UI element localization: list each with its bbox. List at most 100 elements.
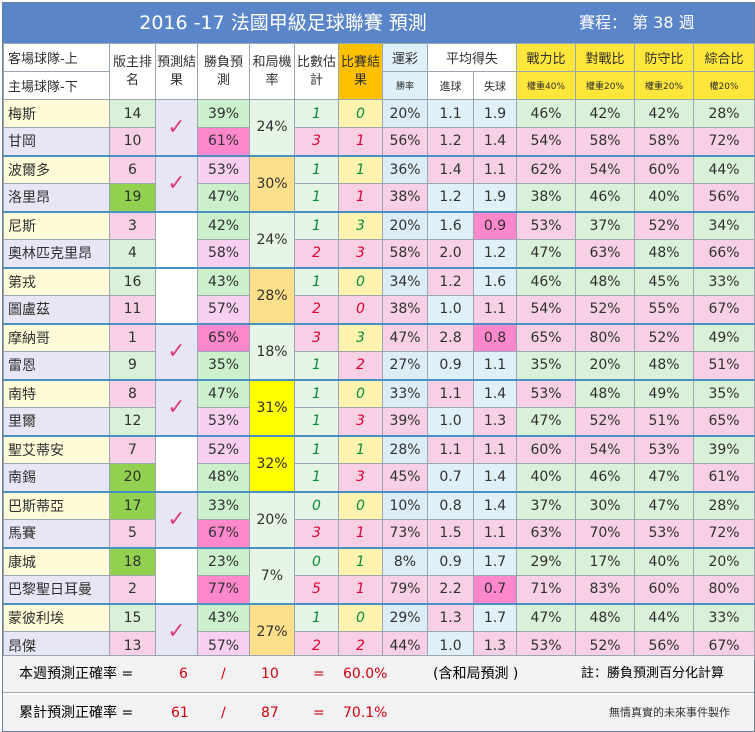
score-estimate: 1 xyxy=(294,154,339,184)
power-ratio: 38% xyxy=(516,183,577,212)
avg-goals-for: 1.1 xyxy=(427,99,474,128)
team-rank: 3 xyxy=(109,210,156,240)
match-row-home: 圖盧茲 11 57% 2 0 38% 1.0 1.1 54% 52% 55% 67% xyxy=(3,295,755,324)
power-ratio: 54% xyxy=(516,295,577,324)
team-name: 甘岡 xyxy=(3,127,110,156)
avg-goals-for: 1.1 xyxy=(427,434,474,464)
match-row-away: 巴斯蒂亞 17 ✓ 33% 20% 0 0 10% 0.8 1.4 37% 30% 47% 28% xyxy=(3,490,755,548)
header-avg-against: 失球 xyxy=(472,71,518,100)
total-ratio: 72% xyxy=(693,127,755,156)
power-ratio: 63% xyxy=(516,519,577,548)
cumulative-equals: = xyxy=(313,705,325,721)
header-total: 綜合比 xyxy=(693,43,755,72)
h2h-ratio: 20% xyxy=(575,351,636,380)
score-estimate: 1 xyxy=(294,602,339,632)
header-power: 戰力比 xyxy=(516,43,577,72)
cumulative-slash: / xyxy=(221,705,226,721)
h2h-ratio: 30% xyxy=(575,490,636,520)
power-ratio: 54% xyxy=(516,127,577,156)
avg-goals-for: 1.2 xyxy=(427,183,474,212)
avg-goals-against: 1.4 xyxy=(472,463,518,492)
score-estimate: 2 xyxy=(294,295,339,324)
score-estimate-value: 0 xyxy=(312,497,321,514)
winloss-percent: 43% xyxy=(197,266,250,296)
avg-goals-against: 1.9 xyxy=(472,99,518,128)
team-name: 奧林匹克里昂 xyxy=(3,239,110,268)
match-row-away: 南特 8 ✓ 47% 31% 1 0 33% 1.1 1.4 53% 48% 49% 35% xyxy=(3,378,755,436)
match-row-home: 南錫 20 48% 1 3 45% 0.7 1.4 40% 46% 47% 61% xyxy=(3,463,755,492)
power-ratio: 46% xyxy=(516,266,577,296)
team-rank: 1 xyxy=(109,322,156,352)
h2h-ratio: 17% xyxy=(575,546,636,576)
avg-goals-against: 1.1 xyxy=(472,351,518,380)
cumulative-total-count: 87 xyxy=(261,705,279,721)
header-lottery: 運彩 xyxy=(382,43,428,72)
match-row-away: 梅斯 14 ✓ 39% 24% 1 0 20% 1.1 1.9 46% 42% 42% 28% xyxy=(3,99,755,156)
team-rank: 15 xyxy=(109,602,156,632)
title-bar: 2016 -17 法國甲級足球聯賽 預測 賽程： 第 38 週 xyxy=(3,3,754,43)
lottery-rate: 73% xyxy=(382,519,428,548)
prediction-check-icon: ✓ xyxy=(155,322,198,380)
score-estimate-value: 2 xyxy=(312,245,321,262)
match-result-value: 1 xyxy=(356,581,365,598)
match-row-home: 奧林匹克里昂 4 58% 2 3 58% 2.0 1.2 47% 63% 48% 66% xyxy=(3,239,755,268)
match-row-away: 康城 18 23% 7% 0 1 8% 0.9 1.7 29% 17% 40% 20% xyxy=(3,546,755,604)
avg-goals-for: 1.1 xyxy=(427,378,474,408)
team-name: 波爾多 xyxy=(3,154,110,184)
team-rank: 2 xyxy=(109,575,156,604)
avg-goals-for: 1.2 xyxy=(427,266,474,296)
match-result-value: 1 xyxy=(356,553,365,570)
winloss-percent: 42% xyxy=(197,210,250,240)
header-defense-weight: 權重20% xyxy=(634,71,695,100)
team-name: 蒙彼利埃 xyxy=(3,602,110,632)
avg-goals-for: 1.5 xyxy=(427,519,474,548)
prediction-check-icon: ✓ xyxy=(155,378,198,436)
avg-goals-against: 1.2 xyxy=(472,239,518,268)
score-estimate: 0 xyxy=(294,546,339,576)
total-ratio: 80% xyxy=(693,575,755,604)
score-estimate-value: 1 xyxy=(312,385,321,402)
avg-goals-against: 1.1 xyxy=(472,519,518,548)
prediction-check-icon: ✓ xyxy=(155,602,198,660)
lottery-rate: 56% xyxy=(382,127,428,156)
power-ratio: 53% xyxy=(516,378,577,408)
team-rank: 4 xyxy=(109,239,156,268)
score-estimate-value: 3 xyxy=(312,133,321,150)
avg-goals-against: 1.9 xyxy=(472,183,518,212)
team-name: 聖艾蒂安 xyxy=(3,434,110,464)
avg-goals-against: 1.7 xyxy=(472,602,518,632)
lottery-rate: 45% xyxy=(382,463,428,492)
score-estimate-value: 5 xyxy=(312,581,321,598)
match-result: 1 xyxy=(338,546,383,576)
avg-goals-against: 1.7 xyxy=(472,546,518,576)
team-name: 康城 xyxy=(3,546,110,576)
match-row-home: 洛里昂 19 47% 1 1 38% 1.2 1.9 38% 46% 40% 56% xyxy=(3,183,755,212)
avg-goals-against: 0.9 xyxy=(472,210,518,240)
score-estimate: 2 xyxy=(294,239,339,268)
lottery-rate: 39% xyxy=(382,407,428,436)
avg-goals-against: 1.1 xyxy=(472,154,518,184)
draw-probability: 24% xyxy=(249,210,295,268)
match-result-value: 3 xyxy=(356,245,365,262)
cumulative-accuracy-label: 累計預測正確率 = xyxy=(19,705,134,721)
score-estimate: 5 xyxy=(294,575,339,604)
team-rank: 14 xyxy=(109,99,156,128)
winloss-percent: 77% xyxy=(197,575,250,604)
total-ratio: 66% xyxy=(693,239,755,268)
power-ratio: 35% xyxy=(516,351,577,380)
lottery-rate: 44% xyxy=(382,631,428,660)
avg-goals-for: 1.3 xyxy=(427,602,474,632)
draw-probability: 32% xyxy=(249,434,295,492)
match-row-home: 里爾 12 53% 1 3 39% 1.0 1.3 47% 52% 51% 65% xyxy=(3,407,755,436)
prediction-check-icon: ✓ xyxy=(155,99,198,156)
winloss-percent: 47% xyxy=(197,183,250,212)
team-rank: 19 xyxy=(109,183,156,212)
match-result: 3 xyxy=(338,210,383,240)
header-total-weight: 權20% xyxy=(693,71,755,100)
team-name: 梅斯 xyxy=(3,99,110,128)
credit-text: 無情真實的未來事件製作 xyxy=(609,706,730,719)
total-ratio: 20% xyxy=(693,546,755,576)
total-ratio: 33% xyxy=(693,266,755,296)
score-estimate: 1 xyxy=(294,183,339,212)
